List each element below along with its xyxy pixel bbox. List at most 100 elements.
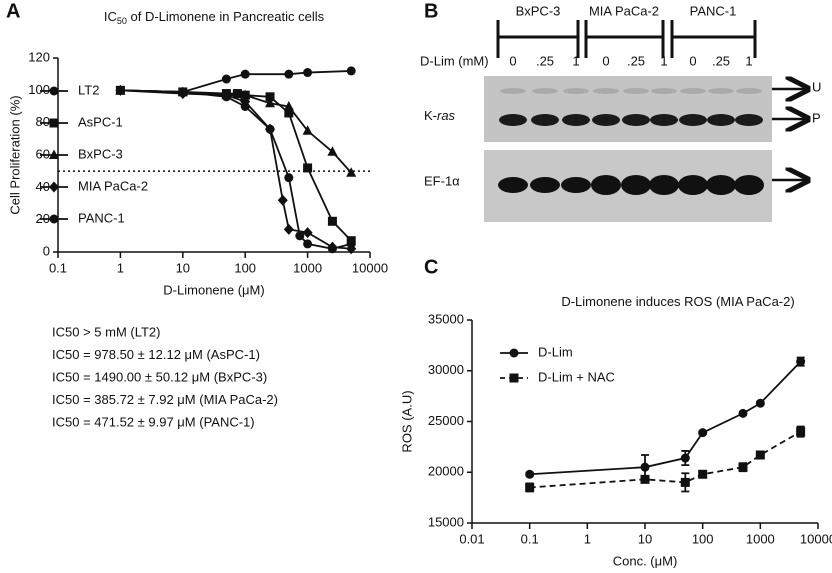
band [498,177,528,193]
legend-marker [49,86,59,96]
x-tick-label: 0.1 [49,260,67,275]
band [735,114,763,126]
band [593,88,619,94]
marker [221,74,231,84]
marker [303,239,313,249]
y-tick-label: 35000 [428,311,464,326]
x-tick-label: 100 [692,531,714,546]
chart-title: D-Limonene induces ROS (MIA PaCa-2) [561,294,794,309]
y-tick-label: 120 [28,49,50,64]
marker [303,163,313,173]
marker [680,477,690,487]
title-part: IC [104,9,117,24]
y-tick-label: 25000 [428,413,464,428]
band [706,175,736,195]
band [621,175,651,195]
marker [796,427,806,437]
legend-label: D-Lim + NAC [538,369,615,384]
title-part: 50 [117,16,127,26]
band [530,177,560,193]
y-axis-label: ROS (A.U) [399,390,414,452]
marker [277,194,288,206]
title-part: of D-Limonene in Pancreatic cells [127,9,325,24]
series-line [120,89,352,242]
x-tick-label: 0.1 [521,531,539,546]
marker [755,398,765,408]
dose: 1 [572,53,579,68]
dose: 1 [745,53,752,68]
note: IC50 = 978.50 ± 12.12 μM (AsPC-1) [52,347,260,362]
marker [525,482,535,492]
x-tick-label: 10000 [352,260,388,275]
marker [755,450,765,460]
marker [295,231,305,241]
legend-label: MIA PaCa-2 [78,178,148,193]
marker [284,69,294,79]
legend-label: AsPC-1 [78,114,123,129]
x-tick-label: 1 [117,260,124,275]
marker [640,462,650,472]
dose-label: D-Lim (mM) [420,53,489,68]
x-tick-label: 1000 [293,260,322,275]
y-tick-label: 0 [43,243,50,258]
marker [327,216,337,226]
panel-label: B [424,0,438,22]
cell-line: MIA PaCa-2 [589,3,659,18]
band [678,175,708,195]
y-tick-label: 60 [36,146,50,161]
marker [115,85,125,95]
marker [525,469,535,479]
marker [240,102,250,111]
blot-kras [484,76,772,142]
marker [232,89,242,99]
band [679,114,707,126]
marker [283,223,294,235]
x-axis-label: Conc. (μM) [613,553,678,568]
bands [498,88,764,195]
legend-marker [49,118,59,128]
note: IC50 = 1490.00 ± 50.12 μM (BxPC-3) [52,369,267,384]
row-label: K-ras [424,108,456,123]
marker [303,68,313,78]
legend-marker [49,149,59,159]
marker [178,87,188,97]
marker [265,92,275,102]
legend-marker [49,181,59,193]
panel-label: C [424,256,438,278]
y-tick-label: 80 [36,114,50,129]
marker [265,97,276,108]
marker [698,428,708,438]
band-label: P [812,110,821,125]
title-part: D-Limonene induces ROS (MIA PaCa-2) [561,294,794,309]
y-axis-label: Cell Proliferation (%) [7,95,22,214]
legend-marker [509,373,519,383]
band [651,88,677,94]
dose: .25 [536,53,554,68]
y-tick-label: 20000 [428,464,464,479]
marker [346,167,357,177]
marker [265,124,275,134]
dose: .25 [627,53,645,68]
dose: 0 [689,53,696,68]
band [736,88,762,94]
band [707,114,735,126]
row-label: EF-1α [424,173,460,188]
band [649,175,679,195]
marker [240,89,251,100]
marker [738,462,748,472]
marker [221,92,231,102]
band [708,88,734,94]
marker [680,453,690,463]
x-tick-label: 10 [176,260,190,275]
band [499,114,527,126]
band [650,114,678,126]
x-tick-label: 1000 [746,531,775,546]
band [563,88,589,94]
marker [698,469,708,479]
marker [327,146,338,156]
legend-marker [509,348,519,358]
band [531,114,559,126]
band [500,88,526,94]
y-tick-label: 100 [28,82,50,97]
